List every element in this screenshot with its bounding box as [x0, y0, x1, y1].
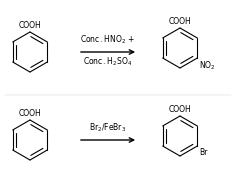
Text: COOH: COOH [19, 21, 41, 30]
Text: Br: Br [199, 148, 208, 157]
Text: COOH: COOH [169, 17, 191, 26]
Text: COOH: COOH [169, 105, 191, 114]
Text: Conc. H$_2$SO$_4$: Conc. H$_2$SO$_4$ [83, 56, 133, 69]
Text: Br$_2$/FeBr$_3$: Br$_2$/FeBr$_3$ [89, 122, 126, 134]
Text: NO$_2$: NO$_2$ [199, 60, 216, 72]
Text: COOH: COOH [19, 109, 41, 118]
Text: Conc. HNO$_2$ +: Conc. HNO$_2$ + [80, 33, 135, 46]
